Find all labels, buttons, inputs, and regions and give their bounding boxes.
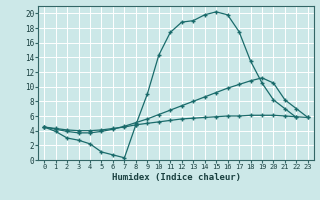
X-axis label: Humidex (Indice chaleur): Humidex (Indice chaleur) [111,173,241,182]
